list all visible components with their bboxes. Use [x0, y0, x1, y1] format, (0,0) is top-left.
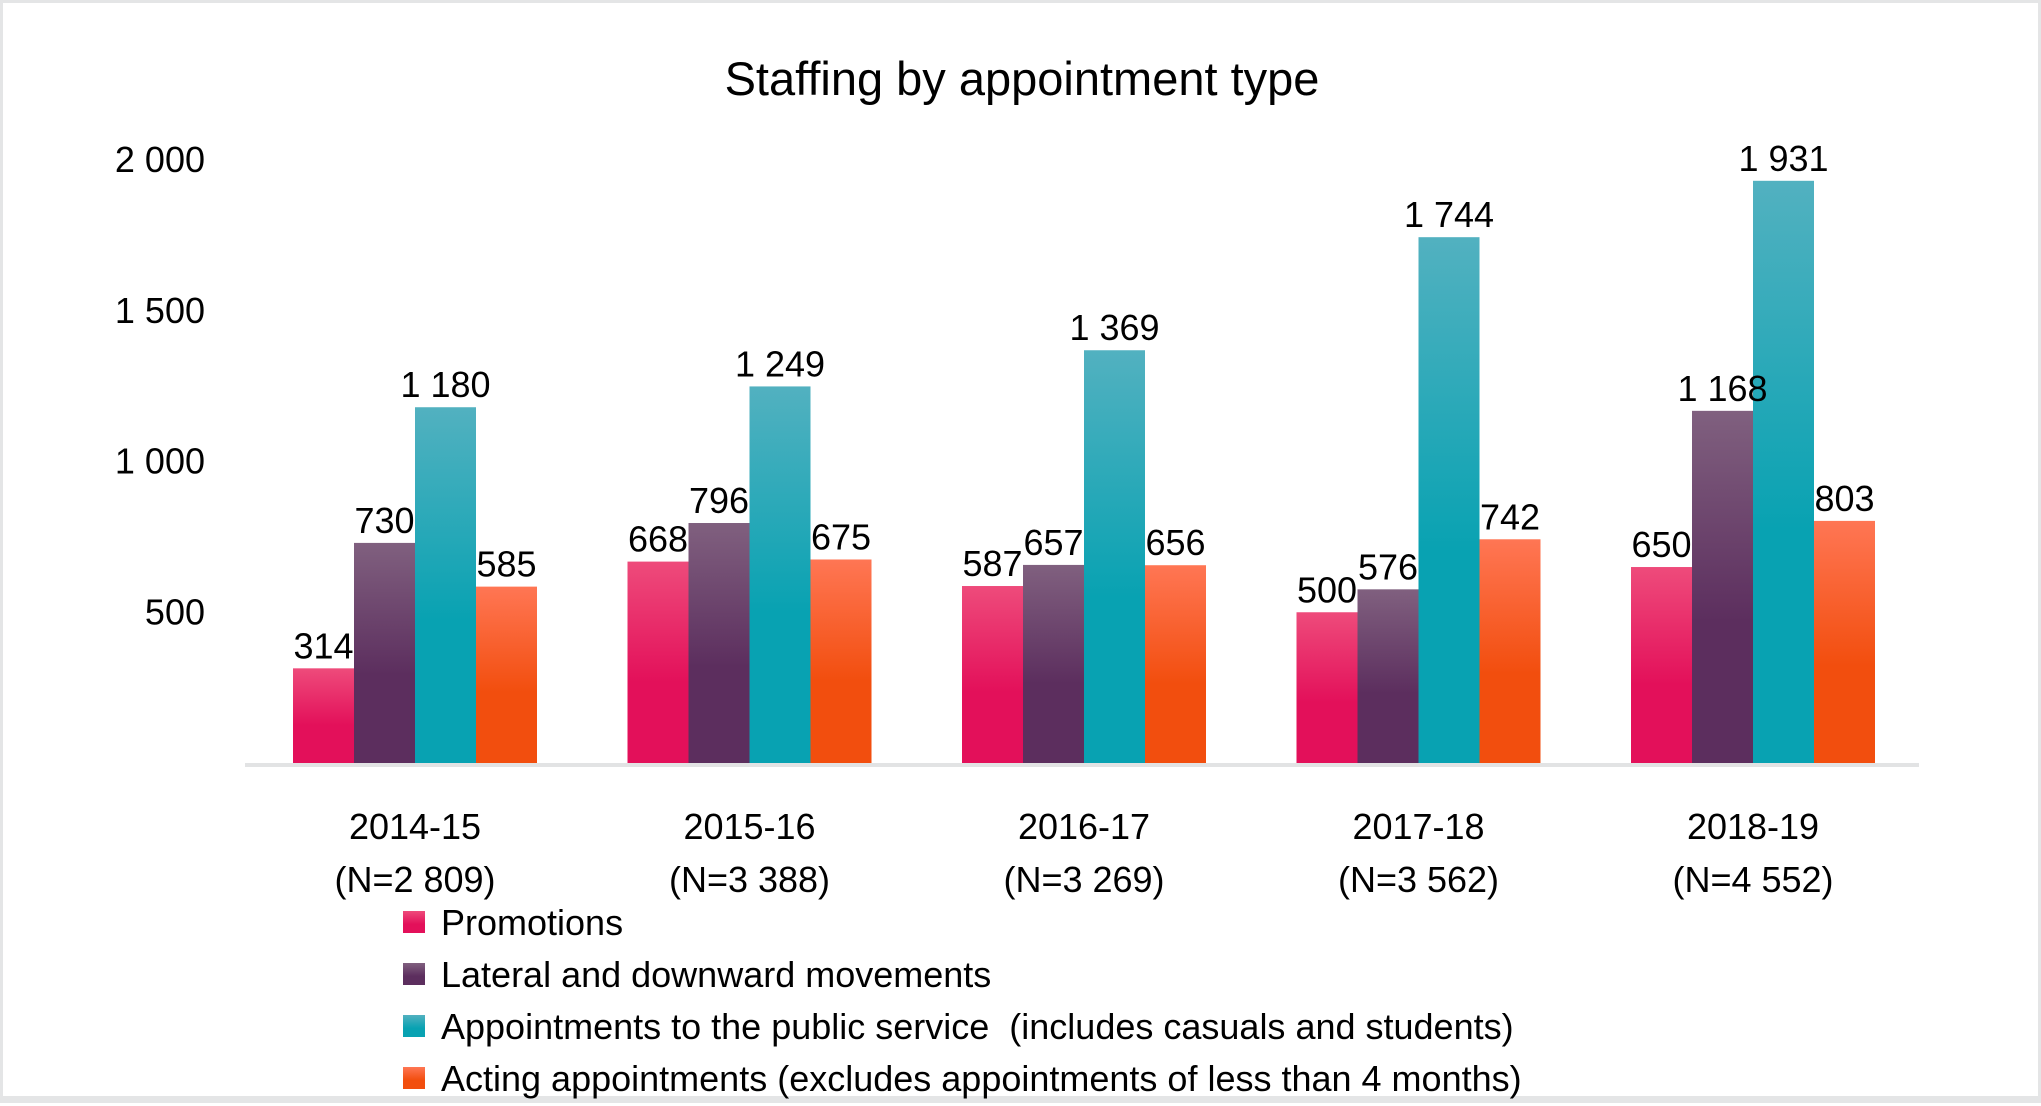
bar-2017-18-series-1 [1357, 589, 1419, 763]
data-label: 1 168 [1677, 368, 1767, 409]
legend-label: Acting appointments (excludes appointmen… [441, 1058, 1522, 1099]
bar-2018-19-series-1 [1692, 410, 1753, 763]
data-label: 1 249 [735, 343, 825, 384]
x-tick-label: 2015-16 [683, 806, 815, 847]
legend-item: Acting appointments (excludes appointmen… [403, 1058, 1522, 1099]
x-tick-sublabel: (N=4 552) [1672, 859, 1833, 900]
y-tick-label: 1 000 [115, 441, 205, 482]
x-tick-label: 2016-17 [1018, 806, 1150, 847]
data-label: 803 [1814, 478, 1874, 519]
legend-item: Lateral and downward movements [403, 954, 991, 995]
bar-2015-16-series-0 [627, 561, 689, 763]
y-tick-label: 1 500 [115, 290, 205, 331]
bar-2016-17-series-3 [1145, 565, 1206, 763]
bar-2016-17-series-1 [1023, 564, 1084, 763]
data-label: 675 [811, 516, 871, 557]
legend-swatch [403, 963, 425, 985]
bar-2018-19-series-2 [1753, 180, 1814, 764]
data-label: 1 369 [1069, 307, 1159, 348]
legend-label: Lateral and downward movements [441, 954, 991, 995]
data-label: 585 [476, 544, 536, 585]
y-tick-label: 2 000 [115, 139, 205, 180]
bar-2015-16-series-1 [688, 523, 750, 763]
legend-item: Appointments to the public service (incl… [403, 1006, 1514, 1047]
x-tick-label: 2014-15 [349, 806, 481, 847]
x-tick-sublabel: (N=3 269) [1003, 859, 1164, 900]
data-label: 730 [354, 500, 414, 541]
data-label: 1 744 [1404, 194, 1494, 235]
data-label: 587 [962, 543, 1022, 584]
bar-2016-17-series-0 [962, 586, 1023, 763]
x-tick-sublabel: (N=3 562) [1338, 859, 1499, 900]
data-label: 1 180 [400, 364, 490, 405]
data-label: 668 [628, 519, 688, 560]
y-tick-label: 500 [145, 591, 205, 632]
x-tick-label: 2017-18 [1352, 806, 1484, 847]
legend: Promotions Lateral and downward movements… [403, 902, 1522, 1099]
bar-2017-18-series-0 [1296, 612, 1358, 763]
bar-2016-17-series-2 [1084, 350, 1145, 763]
x-tick-label: 2018-19 [1687, 806, 1819, 847]
data-label: 314 [293, 625, 353, 666]
bar-2014-15-series-1 [354, 542, 415, 763]
y-axis: 500 1 000 1 500 2 000 [115, 139, 205, 632]
bar-2017-18-series-2 [1418, 237, 1480, 763]
bar-2017-18-series-3 [1479, 539, 1541, 763]
data-label: 742 [1480, 496, 1540, 537]
bar-2015-16-series-2 [749, 386, 811, 763]
legend-swatch [403, 1067, 425, 1089]
data-label: 796 [689, 480, 749, 521]
data-label: 500 [1297, 569, 1357, 610]
data-label: 650 [1631, 524, 1691, 565]
chart-title: Staffing by appointment type [725, 52, 1320, 105]
bar-chart: Staffing by appointment type 500 1 000 1 5… [115, 52, 1919, 1099]
data-label: 1 931 [1738, 138, 1828, 179]
bar-2014-15-series-0 [293, 668, 354, 763]
x-axis: 2014-15 (N=2 809) 2015-16 (N=3 388) 2016-17 (… [334, 806, 1833, 900]
data-label: 656 [1145, 522, 1205, 563]
bar-2014-15-series-2 [415, 407, 476, 763]
legend-swatch [403, 911, 425, 933]
bar-2018-19-series-0 [1631, 567, 1692, 763]
legend-label: Promotions [441, 902, 623, 943]
bar-2015-16-series-3 [810, 559, 872, 763]
x-tick-sublabel: (N=3 388) [669, 859, 830, 900]
bar-2018-19-series-3 [1814, 520, 1875, 763]
bars [293, 180, 1875, 764]
legend-item: Promotions [403, 902, 623, 943]
legend-label: Appointments to the public service (incl… [441, 1006, 1514, 1047]
legend-swatch [403, 1015, 425, 1037]
data-label: 657 [1023, 522, 1083, 563]
data-label: 576 [1358, 546, 1418, 587]
bar-2014-15-series-3 [476, 586, 537, 763]
x-tick-sublabel: (N=2 809) [334, 859, 495, 900]
